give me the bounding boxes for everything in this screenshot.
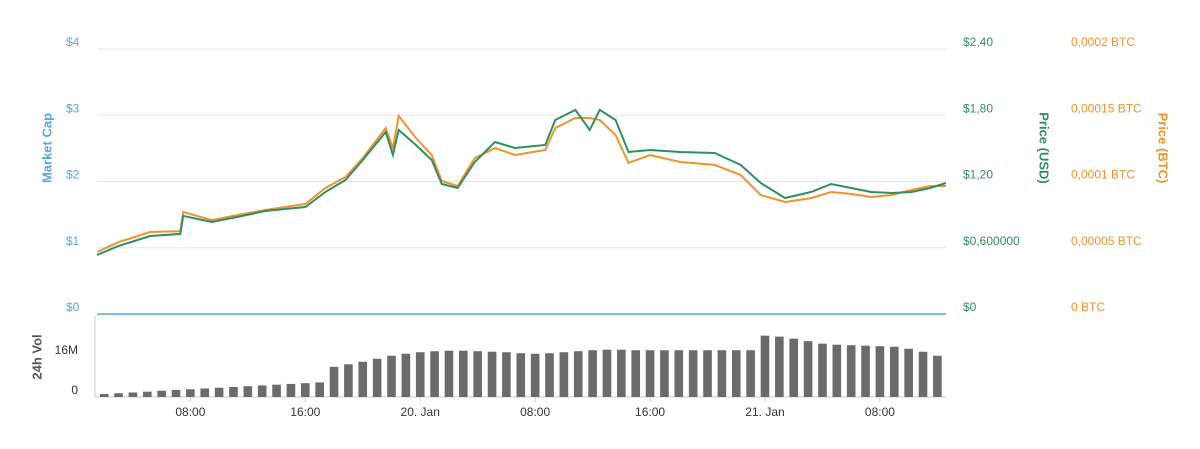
volume-bar bbox=[473, 351, 482, 397]
volume-bar bbox=[803, 341, 813, 397]
volume-bar bbox=[114, 393, 123, 397]
x-tick-label: 08:00 bbox=[175, 405, 205, 419]
volume-bar bbox=[200, 388, 210, 397]
volume-bar bbox=[674, 350, 684, 397]
volume-bar bbox=[818, 343, 827, 397]
price-line bbox=[96, 113, 946, 253]
volume-bar bbox=[861, 345, 870, 397]
volume-bar bbox=[602, 349, 612, 397]
volume-bar bbox=[300, 383, 310, 397]
y2-tick-label: $0,600000 bbox=[963, 234, 1020, 248]
volume-bar bbox=[142, 391, 152, 397]
volume-bar bbox=[430, 351, 439, 397]
y3-tick-label: 0,0001 BTC bbox=[1071, 168, 1135, 182]
volume-bar bbox=[645, 350, 655, 397]
volume-bar bbox=[717, 350, 727, 397]
volume-bar bbox=[243, 386, 253, 397]
volume-bar bbox=[229, 386, 238, 397]
volume-bar bbox=[387, 355, 396, 397]
volume-bar bbox=[832, 344, 842, 397]
y-tick-label: $0 bbox=[66, 300, 80, 314]
volume-bar bbox=[272, 384, 281, 397]
volume-bar bbox=[530, 353, 540, 397]
volume-bar bbox=[703, 350, 712, 397]
volume-bar bbox=[688, 350, 698, 397]
volume-bar bbox=[875, 346, 885, 397]
y-tick-label: 16M bbox=[55, 343, 78, 357]
volume-bar bbox=[516, 353, 526, 397]
volume-bar bbox=[559, 352, 569, 397]
y-tick-label: $4 bbox=[66, 35, 80, 49]
volume-bar bbox=[344, 364, 353, 397]
y2-tick-label: $1,80 bbox=[963, 101, 993, 115]
volume-bar bbox=[286, 383, 296, 397]
volume-bar bbox=[573, 351, 583, 397]
y3-tick-label: 0 BTC bbox=[1071, 300, 1105, 314]
volume-bar bbox=[487, 351, 497, 397]
x-tick-label: 21. Jan bbox=[745, 405, 784, 419]
volume-bar bbox=[502, 352, 511, 397]
y3-tick-label: 0,0002 BTC bbox=[1071, 35, 1135, 49]
volume-bar bbox=[775, 336, 784, 397]
volume-bar bbox=[846, 345, 856, 397]
y-tick-label: $3 bbox=[66, 101, 80, 115]
y2-tick-label: $1,20 bbox=[963, 168, 993, 182]
volume-bar bbox=[257, 385, 267, 397]
volume-bar bbox=[588, 350, 597, 397]
volume-bar bbox=[746, 350, 755, 397]
volume-bar bbox=[660, 350, 669, 397]
y2-tick-label: $2,40 bbox=[963, 35, 993, 49]
volume-bar bbox=[631, 350, 641, 397]
volume-bar bbox=[186, 389, 195, 397]
x-tick-label: 08:00 bbox=[865, 405, 895, 419]
y3-axis-title: Price (BTC) bbox=[1156, 113, 1171, 184]
volume-bar bbox=[415, 352, 425, 397]
volume-bar bbox=[358, 361, 368, 397]
volume-bar bbox=[99, 393, 109, 397]
x-tick-label: 16:00 bbox=[290, 405, 320, 419]
volume-bar bbox=[214, 387, 224, 397]
volume-bar bbox=[372, 358, 382, 397]
y-tick-label: 0 bbox=[71, 383, 78, 397]
y-axis-title: 24h Vol bbox=[29, 334, 44, 379]
volume-bar bbox=[545, 353, 554, 397]
y2-axis-title: Price (USD) bbox=[1037, 112, 1052, 184]
volume-bar bbox=[789, 338, 799, 397]
x-tick-label: 16:00 bbox=[635, 405, 665, 419]
volume-bar bbox=[918, 351, 928, 397]
volume-bar bbox=[444, 350, 454, 397]
volume-bar bbox=[315, 382, 324, 397]
volume-bar bbox=[459, 350, 468, 397]
volume-bar bbox=[617, 349, 626, 397]
y2-tick-label: $0 bbox=[963, 300, 977, 314]
volume-bar bbox=[933, 355, 942, 397]
volume-bar bbox=[731, 350, 741, 397]
volume-bar bbox=[329, 366, 339, 397]
price-line bbox=[96, 108, 947, 256]
x-tick-label: 20. Jan bbox=[401, 405, 440, 419]
y-tick-label: $2 bbox=[66, 168, 80, 182]
y3-tick-label: 0,00005 BTC bbox=[1071, 234, 1142, 248]
volume-bar bbox=[401, 353, 411, 397]
y-axis-title: Market Cap bbox=[39, 113, 54, 183]
volume-bar bbox=[904, 348, 913, 397]
volume-bar bbox=[889, 346, 899, 397]
volume-bar bbox=[128, 392, 138, 397]
volume-bar bbox=[157, 390, 166, 397]
x-tick-label: 08:00 bbox=[520, 405, 550, 419]
volume-bar bbox=[760, 335, 770, 397]
y-tick-label: $1 bbox=[66, 234, 80, 248]
y3-tick-label: 0,00015 BTC bbox=[1071, 101, 1142, 115]
volume-bar bbox=[171, 389, 181, 397]
